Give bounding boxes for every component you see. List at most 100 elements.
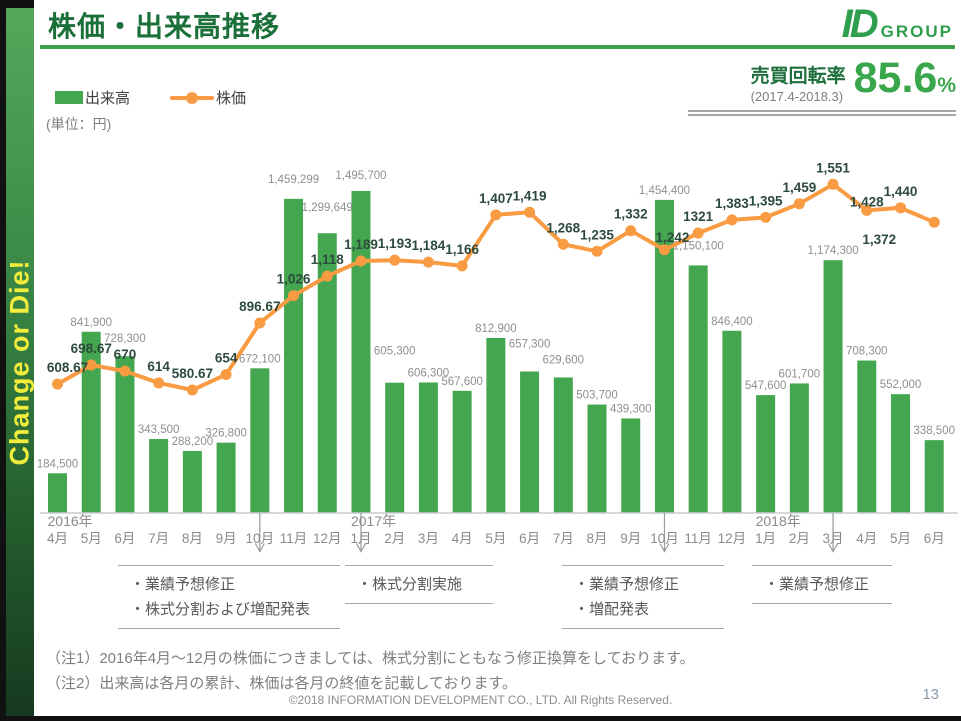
- price-value-label: 1,166: [445, 242, 479, 257]
- volume-value-label: 552,000: [880, 379, 922, 391]
- volume-bar: [924, 440, 944, 513]
- unit-label: (単位：円): [46, 116, 112, 132]
- volume-value-label: 1,454,400: [639, 185, 690, 197]
- month-tick-label: 6月: [519, 531, 540, 546]
- month-tick-label: 6月: [114, 531, 135, 546]
- price-value-label: 1,193: [378, 236, 412, 251]
- company-logo: ID GROUP: [842, 2, 953, 47]
- month-tick-label: 10月: [650, 531, 679, 546]
- price-value-label: 698.67: [71, 341, 112, 356]
- month-tick-label: 1月: [350, 531, 371, 546]
- volume-bar: [520, 371, 540, 513]
- price-value-label: 1,428: [850, 194, 884, 209]
- volume-bar: [115, 356, 135, 513]
- turnover-value: 85.6%: [853, 54, 956, 102]
- page-number: 13: [922, 686, 939, 703]
- volume-bar: [823, 260, 843, 513]
- price-value-label: 1321: [683, 209, 714, 224]
- year-tick-label: 2018年: [756, 513, 801, 529]
- price-value-label: 1,459: [782, 180, 816, 195]
- footnote-2: （注2）出来高は各月の累計、株価は各月の終値を記載しております。: [46, 675, 517, 692]
- volume-value-label: 672,100: [239, 353, 281, 365]
- volume-bar: [317, 233, 337, 513]
- price-value-label: 614: [147, 359, 170, 374]
- month-tick-label: 7月: [553, 531, 574, 546]
- price-value-label: 1,118: [311, 252, 345, 267]
- volume-value-label: 1,495,700: [335, 170, 386, 182]
- price-legend-line: [170, 91, 215, 104]
- logo-group-text: GROUP: [880, 22, 953, 41]
- month-tick-label: 9月: [216, 531, 237, 546]
- price-value-label: 1,419: [513, 188, 547, 203]
- volume-bar: [857, 360, 877, 513]
- footnotes: （注1）2016年4月～12月の株価につきましては、株式分割にともなう修正換算を…: [46, 646, 695, 696]
- price-point: [52, 378, 63, 390]
- month-tick-label: 4月: [47, 531, 68, 546]
- volume-bar: [587, 404, 607, 513]
- month-tick-label: 5月: [485, 531, 506, 546]
- event-arrow-head: [828, 543, 839, 553]
- volume-value-label: 439,300: [610, 403, 652, 415]
- volume-bar: [688, 265, 708, 513]
- month-tick-label: 12月: [718, 531, 747, 546]
- volume-value-label: 605,300: [374, 346, 416, 358]
- volume-value-label: 567,600: [441, 376, 483, 388]
- price-point: [456, 260, 468, 272]
- price-point: [895, 202, 906, 214]
- volume-bar: [149, 439, 169, 513]
- volume-bar: [351, 190, 371, 513]
- price-value-label: 1,407: [479, 191, 513, 206]
- volume-value-label: 288,200: [172, 436, 214, 448]
- month-tick-label: 4月: [452, 531, 473, 546]
- price-point: [760, 211, 772, 223]
- month-tick-label: 10月: [246, 531, 275, 546]
- event-text: ・業績予想修正: [764, 576, 870, 593]
- price-point: [861, 204, 873, 216]
- price-point: [288, 290, 300, 302]
- turnover-kpi: 売買回転率 (2017.4-2018.3) 85.6%: [688, 57, 956, 116]
- volume-value-label: 708,300: [846, 346, 888, 358]
- month-tick-label: 11月: [684, 531, 712, 546]
- event-text: ・株式分割実施: [357, 576, 463, 593]
- event-text: ・業績予想修正: [130, 576, 236, 593]
- price-point: [726, 214, 738, 226]
- volume-value-label: 812,900: [475, 323, 517, 335]
- volume-value-label: 846,400: [711, 316, 753, 328]
- price-point: [557, 238, 569, 250]
- volume-value-label: 657,300: [509, 338, 551, 350]
- volume-value-label: 1,174,300: [807, 245, 858, 257]
- volume-bar: [654, 199, 674, 513]
- price-point: [490, 209, 502, 221]
- month-tick-label: 4月: [856, 531, 877, 546]
- price-value-label: 1,189: [344, 237, 378, 252]
- volume-bar: [418, 382, 438, 513]
- turnover-label: 売買回転率: [750, 66, 846, 87]
- event-box: ・業績予想修正 ・増配発表: [562, 565, 724, 629]
- price-point: [928, 216, 940, 228]
- volume-bar: [891, 394, 910, 513]
- volume-value-label: 547,600: [745, 380, 787, 392]
- event-arrow-head: [254, 543, 265, 553]
- volume-value-label: 343,500: [138, 424, 180, 436]
- chart-legend: 出来高 株価: [55, 87, 246, 108]
- volume-value-label: 503,700: [576, 390, 618, 402]
- event-arrow-head: [355, 543, 367, 553]
- event-text: ・業績予想修正: [574, 576, 680, 593]
- price-point: [389, 254, 401, 266]
- price-value-label: 896.67: [239, 299, 280, 314]
- month-tick-label: 6月: [924, 531, 945, 546]
- volume-bar: [789, 383, 809, 513]
- price-point: [254, 317, 266, 329]
- volume-value-label: 326,800: [205, 428, 247, 440]
- year-tick-label: 2016年: [48, 513, 93, 529]
- volume-bar: [452, 390, 472, 513]
- price-value-label: 608.67: [47, 360, 88, 375]
- price-point: [692, 227, 704, 239]
- kpi-double-underline: [688, 110, 956, 116]
- price-value-label: 1,184: [412, 238, 446, 253]
- event-box: ・株式分割実施: [345, 565, 493, 604]
- volume-value-label: 1,150,100: [673, 240, 724, 252]
- event-box: ・業績予想修正: [752, 565, 892, 604]
- price-point: [153, 377, 165, 389]
- volume-bar: [48, 473, 67, 513]
